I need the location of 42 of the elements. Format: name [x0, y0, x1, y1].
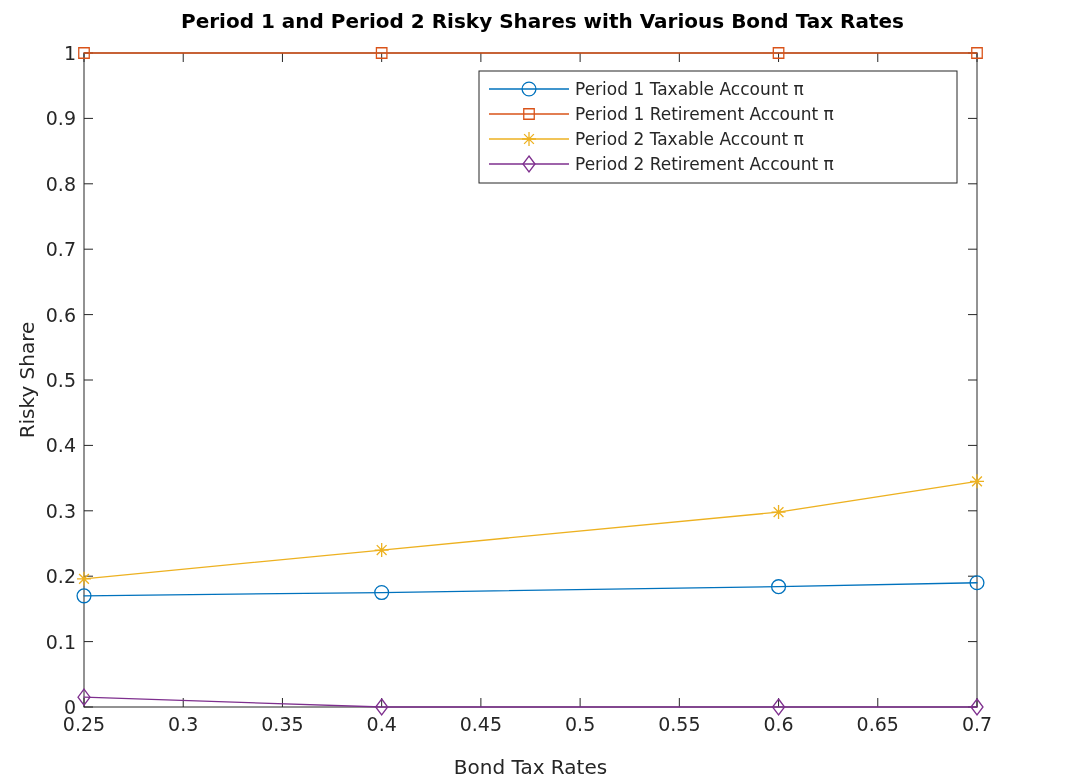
legend-label: Period 2 Retirement Account π: [575, 154, 834, 174]
x-tick-label: 0.4: [366, 713, 397, 735]
chart-title: Period 1 and Period 2 Risky Shares with Various Bond Tax Rates: [181, 9, 904, 33]
point: [374, 542, 390, 558]
point: [969, 575, 985, 591]
point: [971, 47, 983, 59]
legend-label: Period 1 Retirement Account π: [575, 104, 834, 124]
point: [375, 698, 389, 716]
x-axis-title: Bond Tax Rates: [453, 755, 608, 779]
point: [375, 47, 388, 59]
y-tick-label: 0.7: [45, 238, 76, 261]
point: [77, 688, 91, 706]
y-tick-label: 0.3: [45, 499, 76, 522]
point: [970, 698, 984, 716]
x-tick-label: 0.7: [961, 713, 993, 735]
point: [772, 47, 785, 59]
y-tick-label: 0.4: [45, 434, 76, 457]
point: [78, 47, 90, 59]
y-axis-title: Risky Share: [15, 321, 39, 439]
point: [76, 588, 92, 604]
y-tick-label: 0.9: [45, 107, 76, 130]
x-tick-label: 0.6: [763, 713, 794, 735]
x-tick-label: 0.45: [459, 713, 503, 735]
y-tick-label: 1: [63, 42, 76, 64]
point: [771, 698, 786, 716]
y-tick-label: 0.5: [45, 369, 76, 391]
x-tick-label: 0.65: [856, 713, 899, 735]
point: [771, 579, 787, 595]
legend-label: Period 1 Taxable Account π: [575, 79, 804, 99]
point: [76, 571, 92, 587]
point: [969, 473, 985, 490]
point: [374, 585, 390, 601]
legend-label: Period 2 Taxable Account π: [575, 129, 804, 149]
x-tick-label: 0.3: [168, 713, 199, 735]
x-tick-label: 0.35: [261, 713, 304, 735]
y-tick-label: 0.6: [45, 303, 76, 326]
x-tick-label: 0.5: [565, 713, 596, 735]
y-tick-label: 0.8: [45, 172, 76, 195]
point: [770, 504, 787, 520]
x-tick-label: 0.55: [658, 713, 701, 735]
y-tick-label: 0.2: [45, 565, 76, 588]
y-tick-label: 0.1: [45, 630, 76, 653]
